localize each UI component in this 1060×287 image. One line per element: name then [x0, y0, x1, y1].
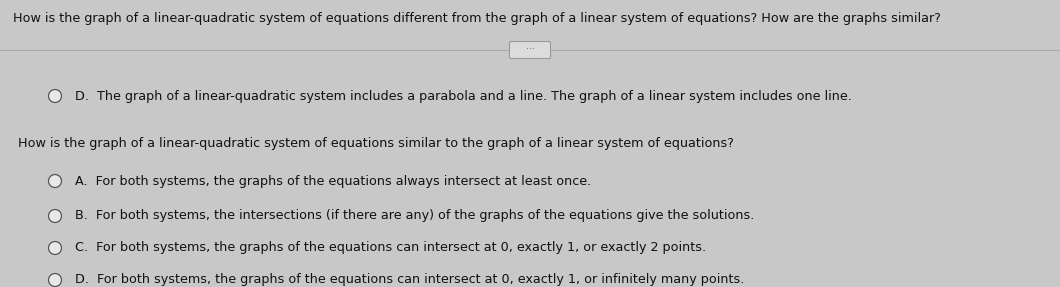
FancyBboxPatch shape: [510, 42, 550, 59]
Text: How is the graph of a linear-quadratic system of equations similar to the graph : How is the graph of a linear-quadratic s…: [18, 137, 734, 150]
Text: D.  The graph of a linear-quadratic system includes a parabola and a line. The g: D. The graph of a linear-quadratic syste…: [75, 90, 852, 102]
Text: ···: ···: [526, 46, 534, 55]
Circle shape: [49, 174, 61, 187]
Text: How is the graph of a linear-quadratic system of equations different from the gr: How is the graph of a linear-quadratic s…: [13, 12, 940, 25]
Circle shape: [49, 274, 61, 286]
Circle shape: [49, 241, 61, 255]
Text: A.  For both systems, the graphs of the equations always intersect at least once: A. For both systems, the graphs of the e…: [75, 174, 591, 187]
Text: C.  For both systems, the graphs of the equations can intersect at 0, exactly 1,: C. For both systems, the graphs of the e…: [75, 241, 706, 255]
Text: D.  For both systems, the graphs of the equations can intersect at 0, exactly 1,: D. For both systems, the graphs of the e…: [75, 274, 744, 286]
Circle shape: [49, 210, 61, 222]
Text: B.  For both systems, the intersections (if there are any) of the graphs of the : B. For both systems, the intersections (…: [75, 210, 755, 222]
Circle shape: [49, 90, 61, 102]
